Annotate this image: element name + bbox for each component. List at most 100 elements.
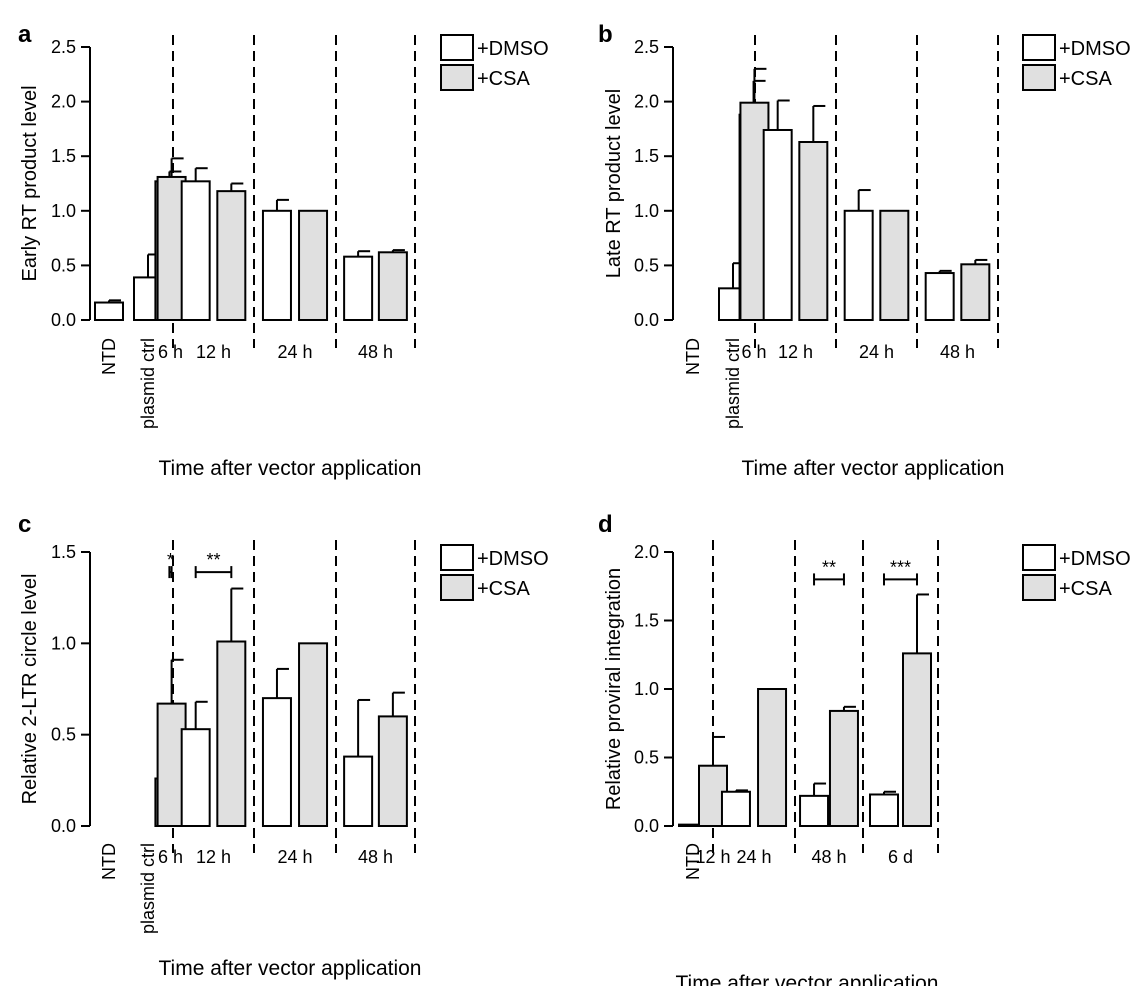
- y-tick-label: 0.5: [51, 725, 76, 745]
- bar: [298, 642, 329, 827]
- significance-label: **: [206, 550, 220, 570]
- x-tick-label: 48 h: [940, 342, 975, 362]
- bar: [377, 251, 408, 322]
- legend-label: +DMSO: [1059, 38, 1131, 60]
- legend-swatch: [1022, 574, 1056, 601]
- legend-label: +DMSO: [477, 548, 549, 570]
- x-tick-label: 12 h: [196, 342, 231, 362]
- x-tick-label: 24 h: [859, 342, 894, 362]
- legend-swatch: [1022, 34, 1056, 61]
- y-tick-label: 2.5: [51, 37, 76, 57]
- bar: [762, 128, 793, 321]
- x-tick-label: 12 h: [778, 342, 813, 362]
- legend-swatch: [440, 34, 474, 61]
- x-tick-label: plasmid ctrl: [723, 338, 743, 429]
- panel-letter-b: b: [598, 21, 613, 48]
- y-tick-label: 1.5: [634, 146, 659, 166]
- legend-swatch: [440, 544, 474, 571]
- x-axis-title: Time after vector application: [675, 972, 938, 986]
- x-tick-label: 24 h: [277, 342, 312, 362]
- y-axis-title: Late RT product level: [603, 89, 625, 278]
- legend-swatch: [1022, 544, 1056, 571]
- y-tick-label: 0.5: [634, 255, 659, 275]
- bar: [843, 209, 874, 321]
- y-tick-label: 0.5: [634, 748, 659, 768]
- x-tick-label: 12 h: [196, 847, 231, 867]
- y-tick-label: 1.5: [51, 542, 76, 562]
- bar: [261, 697, 292, 828]
- y-tick-label: 0.0: [51, 310, 76, 330]
- x-tick-label: 24 h: [277, 847, 312, 867]
- x-axis-title: Time after vector application: [158, 457, 421, 480]
- bar: [343, 255, 374, 321]
- y-axis-title: Relative proviral integration: [603, 568, 625, 810]
- x-tick-label: 6 h: [158, 847, 183, 867]
- x-tick-label: NTD: [683, 843, 703, 880]
- bar: [869, 793, 899, 827]
- panel-d: d 0.0 0.5 1.0 1.5 2.0 Relative proviral integ…: [598, 511, 1131, 986]
- legend-label: +CSA: [1059, 68, 1112, 90]
- bar: [261, 209, 292, 321]
- panel-letter-c: c: [18, 511, 31, 538]
- x-tick-label: 6 d: [888, 847, 913, 867]
- y-tick-label: 1.0: [634, 679, 659, 699]
- bar: [94, 301, 124, 322]
- y-tick-label: 2.0: [634, 542, 659, 562]
- x-tick-label: 6 h: [158, 342, 183, 362]
- panel-a: a 0.0 0.5 1.0 1.5 2.0 2.5 Early RT product lev…: [18, 21, 549, 480]
- panel-c: c 0.0 0.5 1.0 1.5 Relative 2-LTR circle leve…: [18, 511, 549, 980]
- bar: [298, 209, 329, 321]
- y-tick-label: 1.0: [51, 633, 76, 653]
- significance-label: ***: [890, 557, 911, 577]
- y-tick-label: 2.5: [634, 37, 659, 57]
- x-tick-label: NTD: [99, 338, 119, 375]
- bar: [720, 790, 751, 827]
- legend-swatch: [440, 64, 474, 91]
- bar: [757, 688, 788, 827]
- x-tick-label: plasmid ctrl: [138, 843, 158, 934]
- y-axis-title: Relative 2-LTR circle level: [19, 574, 41, 805]
- bar: [377, 715, 408, 828]
- bar: [960, 263, 991, 322]
- x-tick-label: NTD: [99, 843, 119, 880]
- bar: [828, 709, 859, 827]
- bar: [216, 640, 247, 827]
- x-tick-label: 24 h: [736, 847, 771, 867]
- legend-label: +DMSO: [1059, 548, 1131, 570]
- x-tick-label: plasmid ctrl: [138, 338, 158, 429]
- y-tick-label: 1.0: [51, 201, 76, 221]
- legend-swatch: [1022, 64, 1056, 91]
- x-tick-label: 48 h: [358, 847, 393, 867]
- bar: [924, 272, 955, 322]
- significance-label: *: [167, 550, 174, 570]
- bar: [216, 190, 247, 321]
- x-tick-label: NTD: [683, 338, 703, 375]
- legend-label: +CSA: [477, 68, 530, 90]
- bar: [902, 652, 932, 827]
- x-axis-title: Time after vector application: [158, 957, 421, 980]
- panel-letter-a: a: [18, 21, 32, 48]
- x-tick-label: 6 h: [741, 342, 766, 362]
- bar: [799, 794, 830, 827]
- x-tick-label: 48 h: [358, 342, 393, 362]
- y-tick-label: 0.0: [634, 816, 659, 836]
- legend-swatch: [440, 574, 474, 601]
- bar: [879, 209, 910, 321]
- legend-label: +CSA: [477, 578, 530, 600]
- y-tick-label: 0.0: [634, 310, 659, 330]
- y-tick-label: 1.5: [51, 146, 76, 166]
- x-tick-label: 12 h: [695, 847, 730, 867]
- y-tick-label: 0.5: [51, 255, 76, 275]
- y-tick-label: 1.0: [634, 201, 659, 221]
- x-tick-label: 48 h: [811, 847, 846, 867]
- legend-label: +DMSO: [477, 38, 549, 60]
- y-tick-label: 0.0: [51, 816, 76, 836]
- y-tick-label: 1.5: [634, 611, 659, 631]
- panel-letter-d: d: [598, 511, 613, 538]
- bar: [180, 728, 211, 827]
- y-tick-label: 2.0: [51, 92, 76, 112]
- panel-b: b 0.0 0.5 1.0 1.5 2.0 2.5 Late RT product leve…: [598, 21, 1131, 480]
- y-tick-label: 2.0: [634, 92, 659, 112]
- x-axis-title: Time after vector application: [741, 457, 1004, 480]
